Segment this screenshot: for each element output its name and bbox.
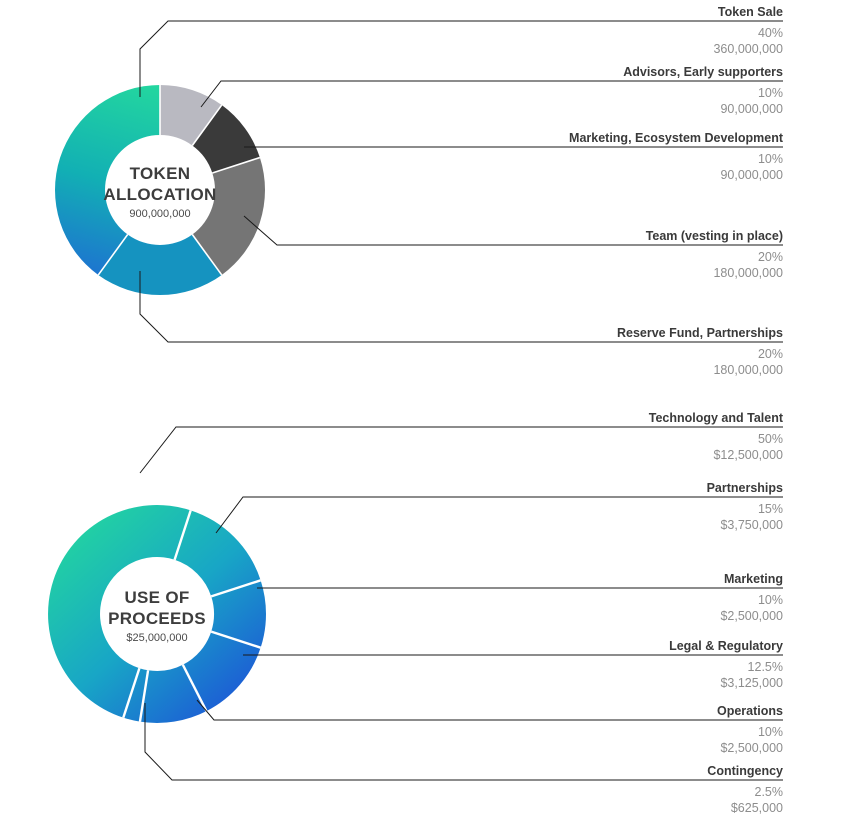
legend-percent: 2.5% bbox=[754, 785, 784, 799]
legend-label: Technology and Talent bbox=[648, 411, 783, 425]
donut-segment-marketing bbox=[211, 580, 267, 648]
segment-separator bbox=[212, 156, 261, 174]
callout-line-operations bbox=[196, 699, 783, 721]
legend-percent: 20% bbox=[757, 250, 783, 264]
legend-value: 360,000,000 bbox=[713, 42, 783, 56]
legend-item-team-vesting-in-place: Team (vesting in place) 20% 180,000,000 bbox=[423, 227, 783, 281]
legend-value: $625,000 bbox=[730, 801, 783, 815]
segment-separator bbox=[97, 234, 129, 276]
callout-line-partnerships bbox=[215, 496, 783, 534]
legend-item-token-sale: Token Sale 40% 360,000,000 bbox=[423, 3, 783, 57]
segment-separator bbox=[122, 667, 141, 719]
legend-item-contingency: Contingency 2.5% $625,000 bbox=[423, 762, 783, 816]
legend-label: Advisors, Early supporters bbox=[623, 65, 783, 79]
donut-segment-technology-and-talent bbox=[48, 505, 191, 718]
legend-value: $2,500,000 bbox=[720, 741, 783, 755]
legend-label: Contingency bbox=[707, 764, 783, 778]
legend-percent: 15% bbox=[757, 502, 783, 516]
donut-segment-partnerships bbox=[174, 510, 261, 597]
legend-percent: 10% bbox=[757, 152, 783, 166]
callout-line-team-vesting-in-place bbox=[243, 215, 783, 246]
legend-value: 180,000,000 bbox=[713, 266, 783, 280]
legend-value: 90,000,000 bbox=[720, 168, 783, 182]
legend-item-advisors-early-supporters: Advisors, Early supporters 10% 90,000,00… bbox=[423, 63, 783, 117]
legend-percent: 10% bbox=[757, 86, 783, 100]
legend-label: Legal & Regulatory bbox=[669, 639, 783, 653]
legend-item-legal-regulatory: Legal & Regulatory 12.5% $3,125,000 bbox=[423, 637, 783, 691]
chart-total: 900,000,000 bbox=[129, 208, 191, 220]
legend-label: Partnerships bbox=[706, 481, 783, 495]
chart-total: $25,000,000 bbox=[126, 632, 188, 644]
donut-segment-marketing-ecosystem-development bbox=[192, 105, 260, 174]
segment-separator bbox=[181, 664, 208, 712]
donut-segment-legal-regulatory bbox=[182, 631, 261, 712]
use-of-proceeds-center-label: USE OF PROCEEDS $25,000,000 bbox=[95, 587, 219, 644]
legend-label: Team (vesting in place) bbox=[645, 229, 783, 243]
segment-separator bbox=[173, 509, 192, 561]
chart-title: TOKEN ALLOCATION bbox=[103, 164, 217, 204]
callout-line-technology-and-talent bbox=[139, 426, 783, 474]
donut-segment-token-sale bbox=[55, 85, 160, 275]
legend-item-partnerships: Partnerships 15% $3,750,000 bbox=[423, 479, 783, 533]
legend-percent: 50% bbox=[757, 432, 783, 446]
legend-percent: 20% bbox=[757, 347, 783, 361]
callout-line-reserve-fund-partnerships bbox=[139, 271, 783, 343]
legend-label: Marketing, Ecosystem Development bbox=[569, 131, 783, 145]
segment-separator bbox=[210, 630, 262, 649]
donut-segment-team-vesting-in-place bbox=[192, 157, 266, 275]
legend-label: Token Sale bbox=[717, 5, 783, 19]
legend-item-marketing-ecosystem-development: Marketing, Ecosystem Development 10% 90,… bbox=[423, 129, 783, 183]
legend-value: $2,500,000 bbox=[720, 609, 783, 623]
chart-title: USE OF PROCEEDS bbox=[108, 588, 206, 628]
segment-separator bbox=[138, 670, 150, 722]
legend-value: 180,000,000 bbox=[713, 363, 783, 377]
segment-separator bbox=[210, 579, 262, 598]
legend-item-technology-and-talent: Technology and Talent 50% $12,500,000 bbox=[423, 409, 783, 463]
legend-value: 90,000,000 bbox=[720, 102, 783, 116]
legend-value: $3,750,000 bbox=[720, 518, 783, 532]
legend-label: Operations bbox=[717, 704, 783, 718]
legend-label: Marketing bbox=[723, 572, 783, 586]
legend-label: Reserve Fund, Partnerships bbox=[616, 326, 783, 340]
segment-separator bbox=[191, 104, 223, 146]
legend-value: $12,500,000 bbox=[713, 448, 783, 462]
legend-item-marketing: Marketing 10% $2,500,000 bbox=[423, 570, 783, 624]
token-allocation-center-label: TOKEN ALLOCATION 900,000,000 bbox=[98, 163, 222, 220]
legend-percent: 10% bbox=[757, 725, 783, 739]
segment-separator bbox=[191, 234, 223, 276]
legend-item-operations: Operations 10% $2,500,000 bbox=[423, 702, 783, 756]
legend-percent: 40% bbox=[757, 26, 783, 40]
callout-line-advisors-early-supporters bbox=[200, 80, 783, 108]
callout-line-token-sale bbox=[139, 20, 783, 97]
legend-value: $3,125,000 bbox=[720, 676, 783, 690]
callout-line-contingency bbox=[144, 703, 783, 781]
legend-percent: 12.5% bbox=[747, 660, 783, 674]
legend-percent: 10% bbox=[757, 593, 783, 607]
donut-segment-reserve-fund-partnerships bbox=[98, 234, 222, 296]
legend-item-reserve-fund-partnerships: Reserve Fund, Partnerships 20% 180,000,0… bbox=[423, 324, 783, 378]
